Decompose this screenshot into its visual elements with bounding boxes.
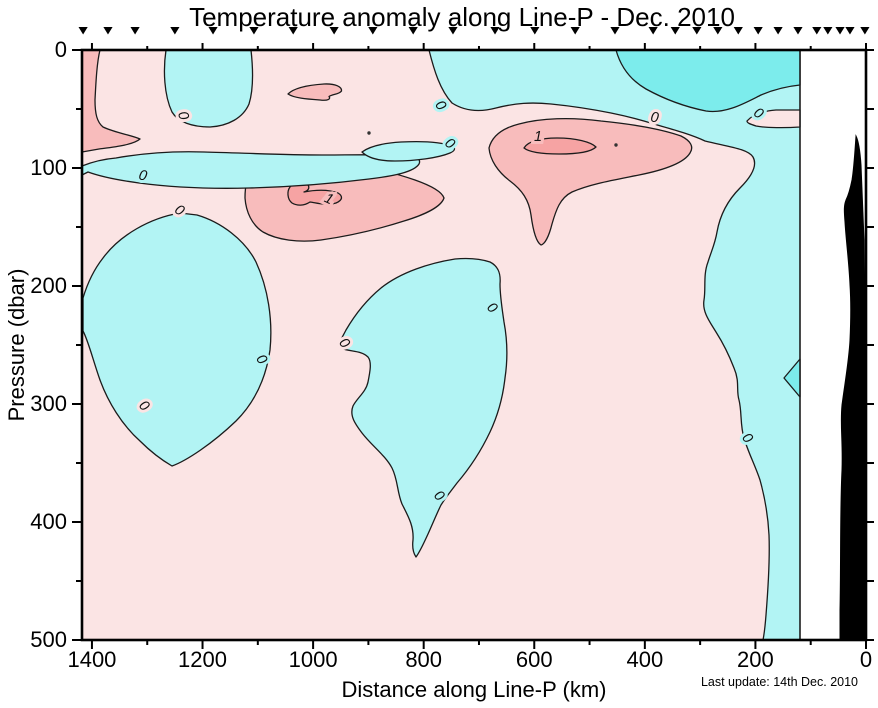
anomaly-0.5to1-left-edge bbox=[81, 49, 141, 153]
contour-speck bbox=[367, 131, 371, 135]
station-marker bbox=[288, 27, 298, 35]
anomaly-neg-center-blob bbox=[338, 257, 508, 558]
x-tick-label: 800 bbox=[405, 647, 442, 672]
station-marker bbox=[329, 27, 339, 35]
contour-label: 0 bbox=[649, 110, 659, 127]
station-marker bbox=[368, 27, 378, 35]
station-marker bbox=[733, 27, 743, 35]
anomaly-neg-small-lens bbox=[361, 140, 456, 162]
x-tick-label: 200 bbox=[737, 647, 774, 672]
axis-ticks bbox=[72, 43, 874, 649]
station-marker bbox=[773, 27, 783, 35]
station-marker bbox=[530, 27, 540, 35]
contour-label: 1 bbox=[534, 129, 542, 145]
station-marker bbox=[170, 27, 180, 35]
station-marker bbox=[208, 27, 218, 35]
station-marker bbox=[692, 27, 702, 35]
x-tick-label: 1400 bbox=[67, 647, 116, 672]
station-markers bbox=[78, 27, 870, 35]
y-tick-label: 500 bbox=[30, 627, 67, 652]
anomaly-neg-topleft-blob bbox=[163, 49, 254, 128]
station-marker bbox=[570, 27, 580, 35]
station-marker bbox=[793, 27, 803, 35]
y-tick-label: 300 bbox=[30, 391, 67, 416]
x-tick-label: 600 bbox=[516, 647, 553, 672]
y-axis-label: Pressure (dbar) bbox=[4, 269, 29, 422]
station-marker bbox=[249, 27, 259, 35]
y-tick-label: 0 bbox=[55, 37, 67, 62]
station-marker bbox=[78, 27, 88, 35]
chart-title: Temperature anomaly along Line-P - Dec. … bbox=[189, 2, 735, 32]
station-marker bbox=[648, 27, 658, 35]
x-tick-label: 1000 bbox=[289, 647, 338, 672]
anomaly-ltneg0.5-top-band bbox=[615, 49, 801, 113]
anomaly-gt1-upper-core bbox=[523, 137, 597, 155]
y-tick-label: 200 bbox=[30, 273, 67, 298]
anomaly-0.5to1-small-lens bbox=[287, 83, 343, 101]
station-marker bbox=[408, 27, 418, 35]
station-marker bbox=[103, 27, 113, 35]
anomaly-neg-bottomleft-blob bbox=[82, 212, 272, 467]
station-marker bbox=[713, 27, 723, 35]
station-marker bbox=[812, 27, 822, 35]
seafloor-profile bbox=[839, 134, 867, 641]
station-marker bbox=[448, 27, 458, 35]
station-marker bbox=[845, 27, 855, 35]
anomaly-gt1-mid-core bbox=[287, 181, 343, 206]
anomaly-neg-topright-and-coastal-strip bbox=[428, 49, 801, 641]
x-tick-label: 400 bbox=[626, 647, 663, 672]
y-tick-label: 100 bbox=[30, 155, 67, 180]
station-marker bbox=[860, 27, 870, 35]
contour-label-halo: 1 bbox=[534, 129, 542, 145]
last-update-note: Last update: 14th Dec. 2010 bbox=[701, 675, 858, 689]
station-marker bbox=[490, 27, 500, 35]
station-marker bbox=[610, 27, 620, 35]
station-marker bbox=[835, 27, 845, 35]
x-axis-label: Distance along Line-P (km) bbox=[342, 677, 607, 702]
station-marker bbox=[130, 27, 140, 35]
station-marker bbox=[823, 27, 833, 35]
contour-speck bbox=[614, 143, 618, 147]
y-tick-label: 400 bbox=[30, 509, 67, 534]
anomaly-pos-lens-in-strip bbox=[746, 109, 801, 129]
contour-label: 0 bbox=[137, 167, 148, 184]
station-marker bbox=[753, 27, 763, 35]
x-tick-label: 0 bbox=[860, 647, 872, 672]
station-marker bbox=[670, 27, 680, 35]
x-tick-label: 1200 bbox=[178, 647, 227, 672]
